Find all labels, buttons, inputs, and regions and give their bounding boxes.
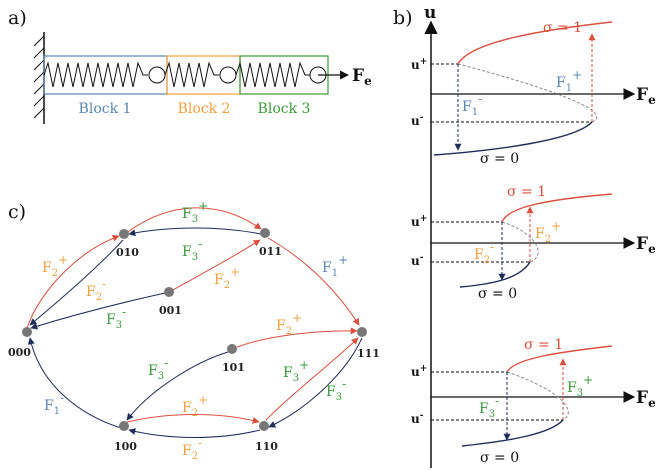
edge-000-010 [26,234,120,329]
spring-2 [164,61,219,88]
node-label-110: 110 [255,440,278,453]
spring-1 [43,61,148,88]
node-111 [357,327,367,337]
edge-label-f2-minus-left: F2- [86,277,106,303]
u-minus-label-3: u- [411,411,424,426]
hysteresis-plot-3: Fe σ = 1 σ = 0 u+ u- F3+ F3- [411,337,656,466]
fe-axis-label-1: Fe [636,85,656,107]
f1-plus-label: F1+ [556,68,582,94]
sigma0-label-3: σ = 0 [480,450,519,466]
edge-110-111 [265,337,359,421]
edge-label-f3-minus-lower: F3- [148,356,168,382]
node-label-010: 010 [116,246,139,259]
edge-010-011 [124,207,262,235]
u-minus-label-1: u- [411,113,424,128]
sigma1-label-1: σ = 1 [543,20,582,36]
panel-b-label: b) [393,7,413,29]
edge-label-f3-plus-right: F3+ [283,358,309,384]
hysteresis-plot-2: Fe σ = 1 σ = 0 u+ u- F2+ F2- [411,184,656,302]
state-graph: 000 010 011 001 111 101 100 110 F3+ F3- … [8,199,380,462]
fe-axis-label-2: Fe [636,234,656,256]
sigma0-branch-3 [461,419,564,447]
sigma1-branch-3 [506,345,613,373]
sigma1-label-2: σ = 1 [507,184,546,200]
f2-minus-label: F2- [474,240,494,266]
u-plus-label-1: u+ [411,57,427,72]
unstable-branch-3 [506,371,569,421]
f3-minus-label: F3- [479,394,499,420]
edge-011-111 [267,237,360,326]
u-minus-label-2: u- [411,253,424,268]
sigma1-branch-2 [501,193,613,223]
panel-c-label: c) [8,201,26,223]
f3-plus-label: F3+ [567,373,593,399]
node-label-001: 001 [159,304,182,317]
edge-label-f2-plus-mid: F2+ [214,265,240,291]
edge-110-100 [128,428,261,438]
sigma0-label-2: σ = 0 [478,286,517,302]
node-001 [164,287,174,297]
panel-a-label: a) [8,7,27,29]
node-label-000: 000 [8,346,31,359]
block-3-label: Block 3 [258,101,311,117]
node-011 [260,228,270,238]
sigma1-label-3: σ = 1 [524,337,563,353]
edge-label-f3-minus-mid: F3- [106,305,126,331]
node-label-101: 101 [222,361,245,374]
node-101 [227,344,237,354]
edge-010-000 [29,239,124,326]
edge-100-110 [126,414,260,424]
node-110 [259,421,269,431]
unstable-branch-1 [457,63,598,123]
fe-axis-label-3: Fe [636,388,656,410]
node-100 [119,421,129,431]
edge-label-f1-plus: F1+ [322,253,348,279]
edge-label-f2-minus-bottom: F2- [182,436,202,462]
edge-label-f2-plus-left: F2+ [42,253,68,279]
edge-011-010 [128,227,262,237]
edge-101-100 [126,351,229,421]
mass-1 [148,66,166,84]
edge-001-011 [170,239,261,292]
edge-label-f3-minus-right: F3- [326,377,346,403]
edge-100-000 [27,337,122,429]
spring-3 [235,61,310,88]
unstable-branch-2 [501,221,539,263]
edge-label-f2-plus-bottom: F2+ [182,393,208,419]
edge-001-000 [30,292,166,330]
edge-label-f3-minus-top: F3- [182,237,202,263]
edge-label-f3-plus-top: F3+ [182,199,208,225]
sigma0-branch-2 [459,261,531,288]
u-axis-label: u [424,3,436,23]
block-1-label: Block 1 [79,101,132,117]
node-010 [119,229,129,239]
f1-minus-label: F1- [462,92,482,118]
sigma0-label-1: σ = 0 [480,151,519,167]
wall-hatching [33,35,45,119]
u-plus-label-2: u+ [411,214,427,229]
force-label: Fe [352,66,372,88]
edge-label-f1-minus: F1- [44,391,64,417]
node-label-111: 111 [357,347,380,360]
mass-2 [219,66,237,84]
f2-plus-label: F2+ [535,219,561,245]
sigma1-branch-1 [457,21,613,65]
node-000 [22,327,32,337]
panel-a-spring-chain: Fe Block 1 Block 2 Block 3 [33,32,372,124]
node-label-100: 100 [114,440,137,453]
sigma0-branch-1 [433,121,593,156]
hysteresis-plot-1: Fe σ = 1 σ = 0 u+ u- F1+ F1- [411,20,656,167]
edge-111-110 [268,337,363,428]
edge-label-f2-plus-right: F2+ [276,311,302,337]
edge-101-111 [236,327,358,348]
u-plus-label-3: u+ [411,364,427,379]
node-label-011: 011 [259,245,282,258]
block-2-label: Block 2 [178,101,231,117]
